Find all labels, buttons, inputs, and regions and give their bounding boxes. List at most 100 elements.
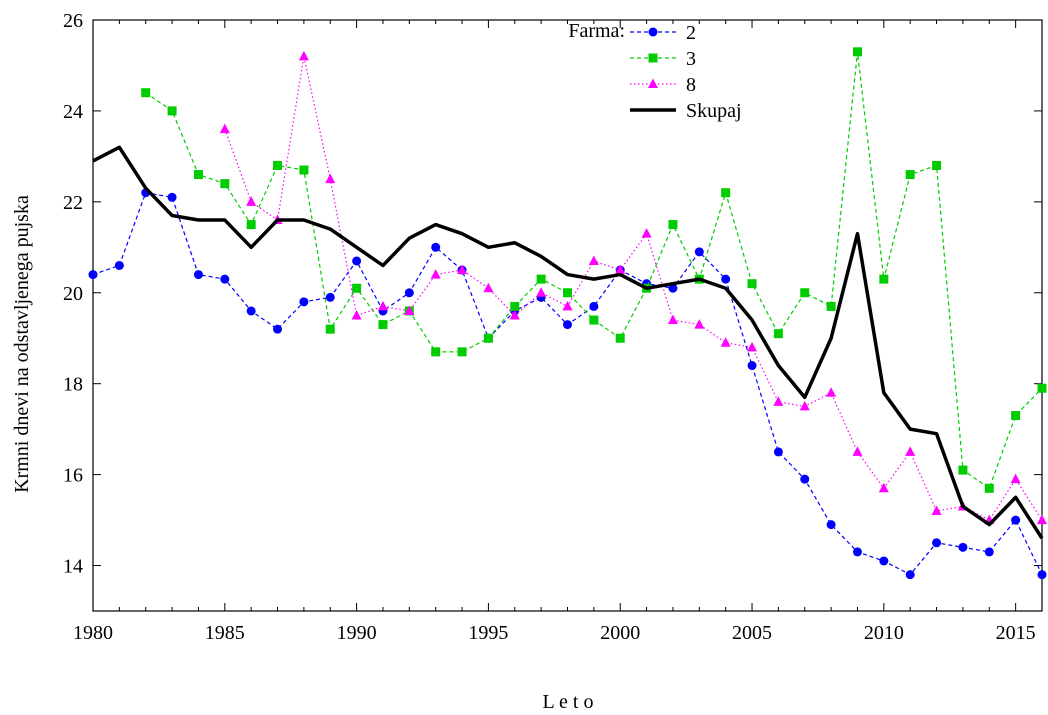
series-2-point <box>352 256 362 266</box>
series-8-point <box>457 264 468 275</box>
series-8-point <box>246 196 257 206</box>
x-tick-label: 1990 <box>337 622 377 644</box>
series-8-point <box>325 173 336 184</box>
series-2-point <box>220 274 230 284</box>
x-tick-label: 1980 <box>73 622 113 644</box>
legend-entry-2-marker <box>648 27 658 37</box>
x-axis-label: L e t o <box>543 691 594 713</box>
series-8-point <box>878 482 889 493</box>
series-8-point <box>799 400 810 411</box>
series-layer <box>88 47 1047 580</box>
series-3-point <box>615 333 625 343</box>
series-3-point <box>431 347 441 357</box>
series-3-point <box>352 283 362 293</box>
series-3-point <box>958 465 968 475</box>
series-8-point <box>615 264 626 275</box>
series-8-point <box>1010 473 1021 484</box>
legend-title: Farma: <box>568 20 625 42</box>
x-tick-label: 2010 <box>864 622 904 644</box>
legend-entry-8-label: 8 <box>686 74 696 96</box>
series-2-point <box>88 270 98 280</box>
series-3-point <box>246 220 256 230</box>
y-tick-label: 22 <box>63 192 83 214</box>
legend-entry-3-label: 3 <box>686 48 696 70</box>
series-3-point <box>299 165 309 175</box>
series-2-point <box>1011 515 1021 525</box>
series-2-point <box>404 288 414 298</box>
series-8-line <box>224 55 1043 521</box>
series-2-point <box>563 320 572 330</box>
series-2-point <box>325 292 335 302</box>
series-3-point <box>167 106 177 116</box>
y-tick-label: 24 <box>63 101 83 123</box>
series-3-point <box>563 288 572 298</box>
series-8-point <box>404 305 415 315</box>
series-8-point <box>931 505 942 515</box>
legend-entry-3-marker <box>648 53 658 63</box>
series-8-point <box>641 228 652 238</box>
legend-entry-skupaj-label: Skupaj <box>686 100 742 122</box>
series-8-point <box>720 337 731 347</box>
series-3-point <box>1037 383 1047 393</box>
series-8-point <box>219 123 230 134</box>
series-3-point <box>852 47 862 57</box>
series-3-point <box>141 88 151 98</box>
series-3-point <box>773 329 783 339</box>
series-8-point <box>826 387 837 397</box>
series-8-point <box>562 300 573 311</box>
series-3-point <box>325 324 335 334</box>
series-3-point <box>193 170 203 180</box>
series-8-point <box>1037 514 1047 525</box>
legend-entry-2-label: 2 <box>686 22 696 44</box>
series-8-point <box>667 314 678 325</box>
x-tick-label: 2005 <box>732 622 772 644</box>
series-3-point <box>905 170 915 180</box>
series-3-point <box>273 160 283 170</box>
series-8-point <box>351 310 362 320</box>
series-2-point <box>1037 570 1047 580</box>
series-8-point <box>773 396 784 406</box>
legend-entry-8-marker <box>648 78 658 88</box>
series-skupaj-line <box>92 145 1044 540</box>
series-2 <box>88 188 1047 580</box>
series-2-point <box>246 306 256 316</box>
series-8-point <box>852 446 863 456</box>
series-8-point <box>377 300 388 311</box>
series-2-point <box>114 260 124 270</box>
series-2-point <box>800 474 810 484</box>
y-tick-label: 20 <box>63 283 83 305</box>
x-tick-label: 2000 <box>600 622 640 644</box>
series-3-point <box>378 320 388 330</box>
series-8-point <box>536 287 547 297</box>
x-tick-label: 1985 <box>205 622 245 644</box>
series-2-point <box>589 301 599 311</box>
series-8-point <box>588 255 599 265</box>
axes: 1980 1985 1990 1995 2000 2005 2010 2015 14 16 18 20… <box>63 10 1043 644</box>
series-8-point <box>509 310 520 320</box>
series-3-point <box>510 301 520 311</box>
series-2-point <box>932 538 942 548</box>
series-3-point <box>932 160 942 170</box>
series-3-point <box>984 483 994 493</box>
series-2-point <box>747 361 757 371</box>
legend: Farma: 2 3 8 Skupaj <box>568 20 741 122</box>
series-3 <box>141 47 1047 493</box>
series-3-point <box>826 301 836 311</box>
series-3-point <box>721 188 731 198</box>
series-3-point <box>747 279 757 289</box>
series-2-point <box>879 556 889 566</box>
y-tick-label: 14 <box>63 556 83 578</box>
series-2-line <box>92 192 1043 576</box>
series-2-point <box>773 447 783 457</box>
series-3-point <box>668 220 678 230</box>
series-2-point <box>852 547 862 557</box>
series-2-point <box>826 520 836 530</box>
series-skupaj <box>92 145 1044 540</box>
series-3-point <box>536 274 546 284</box>
series-2-point <box>958 542 968 552</box>
series-8-point <box>430 269 441 279</box>
series-2-point <box>431 242 441 252</box>
series-2-point <box>193 270 203 280</box>
x-tick-label: 2015 <box>996 622 1036 644</box>
series-8-point <box>747 341 758 352</box>
